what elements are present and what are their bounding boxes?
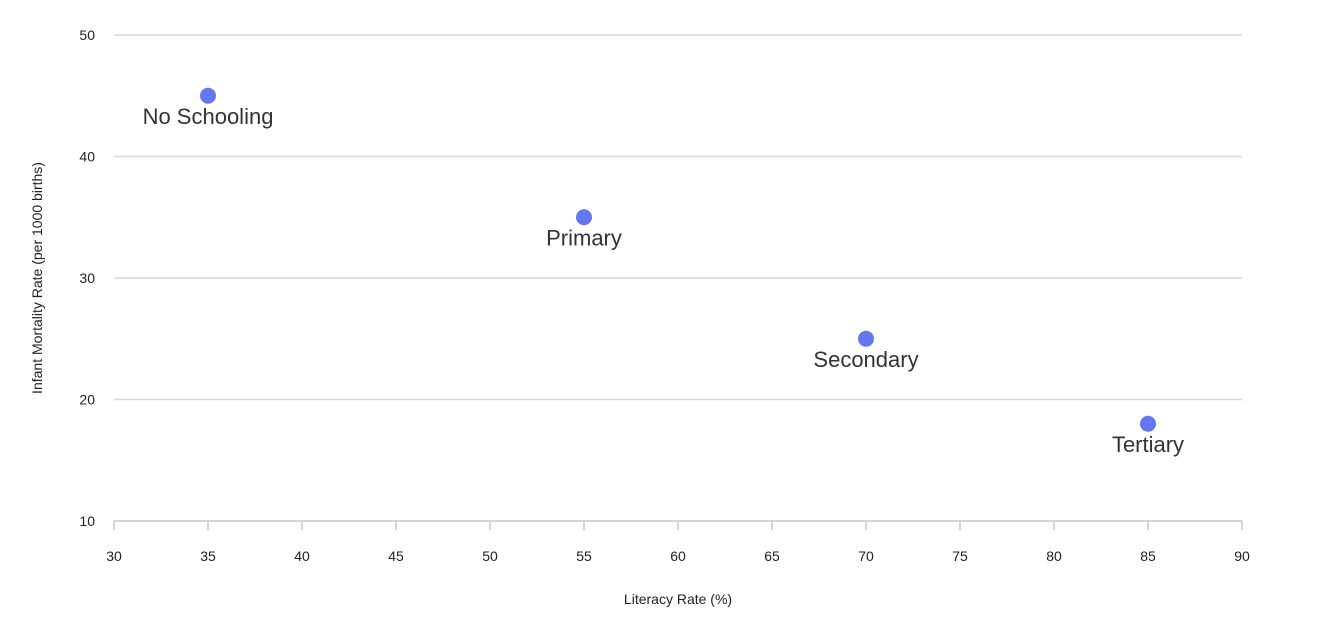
- x-tick-label: 80: [1046, 548, 1062, 564]
- x-tick-label: 50: [482, 548, 498, 564]
- data-point: [200, 87, 216, 104]
- y-axis-title: Infant Mortality Rate (per 1000 births): [29, 162, 45, 394]
- x-tick-label: 75: [952, 548, 968, 564]
- x-axis-title: Literacy Rate (%): [624, 591, 732, 607]
- gridlines: [114, 34, 1242, 522]
- y-tick-label: 40: [79, 149, 95, 165]
- data-points: No Schooling Primary Secondary Tertiary: [143, 87, 1184, 457]
- x-tick-label: 85: [1140, 548, 1156, 564]
- data-label: Tertiary: [1112, 432, 1184, 457]
- y-axis: 10 20 30 40 50: [79, 27, 95, 529]
- x-tick-label: 30: [106, 548, 122, 564]
- data-label: No Schooling: [143, 104, 274, 129]
- x-tick-label: 90: [1234, 548, 1250, 564]
- y-tick-label: 20: [79, 392, 95, 408]
- data-label: Primary: [546, 225, 622, 250]
- data-label: Secondary: [813, 347, 918, 372]
- x-tick-label: 35: [200, 548, 216, 564]
- x-tick-label: 60: [670, 548, 686, 564]
- data-point: [858, 330, 874, 347]
- y-tick-label: 30: [79, 270, 95, 286]
- y-tick-label: 10: [79, 513, 95, 529]
- data-point: [1140, 415, 1156, 432]
- x-axis: 30 35 40 45 50 55 60 65 70 75 80 85 90: [106, 521, 1250, 564]
- x-tick-label: 70: [858, 548, 874, 564]
- x-tick-label: 45: [388, 548, 404, 564]
- x-tick-label: 65: [764, 548, 780, 564]
- x-tick-label: 55: [576, 548, 592, 564]
- y-tick-label: 50: [79, 27, 95, 43]
- x-tick-label: 40: [294, 548, 310, 564]
- data-point: [576, 209, 592, 226]
